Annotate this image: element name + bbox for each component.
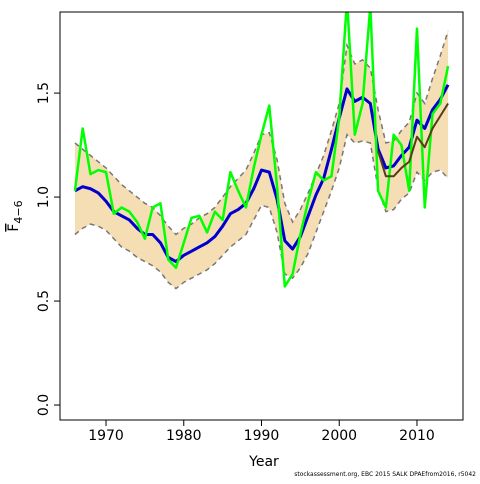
x-tick-label: 1970 xyxy=(88,428,124,444)
y-tick-label: 0.5 xyxy=(36,290,52,312)
x-tick-label: 1990 xyxy=(244,428,280,444)
x-tick-label: 1980 xyxy=(166,428,202,444)
series-line xyxy=(73,12,450,288)
y-tick-label: 1.5 xyxy=(36,82,52,104)
plot-area xyxy=(73,12,450,290)
y-tick-label: 1.0 xyxy=(36,186,52,208)
band-edge xyxy=(74,133,449,290)
y-label-main: F xyxy=(6,224,22,232)
x-axis-label: Year xyxy=(248,454,279,470)
y-axis-label: F4−6 xyxy=(6,200,25,231)
y-label-subscript: 4−6 xyxy=(12,200,25,223)
series-line xyxy=(74,84,450,264)
x-tick-label: 2000 xyxy=(321,428,357,444)
y-tick-label: 0.0 xyxy=(36,394,52,416)
series-line xyxy=(377,102,449,178)
confidence-band xyxy=(74,30,449,289)
footnote: stockassessment.org, EBC 2015 SALK DPAEf… xyxy=(294,471,476,478)
x-tick-label: 2010 xyxy=(399,428,435,444)
